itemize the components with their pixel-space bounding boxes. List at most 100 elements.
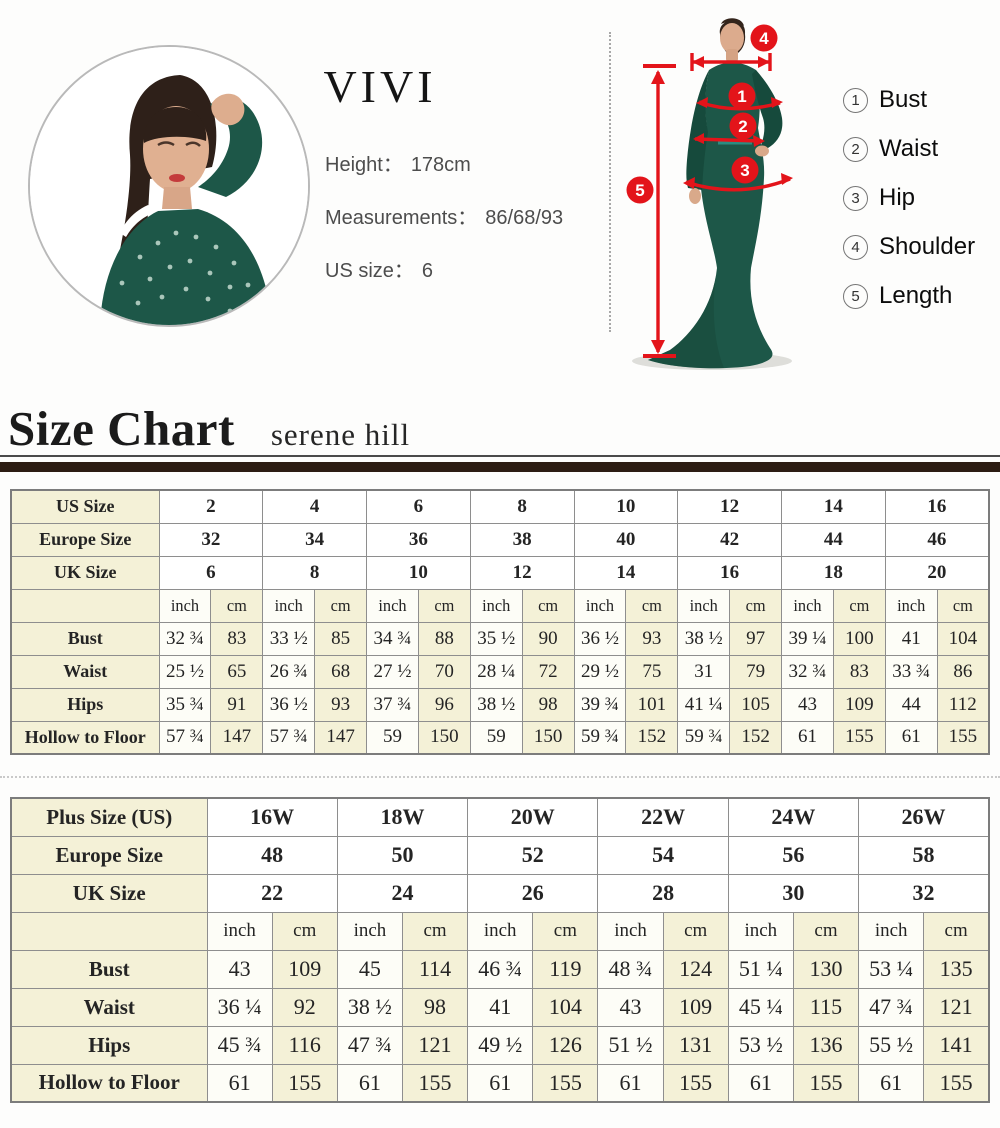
inch-value: 25 ½ <box>158 654 212 689</box>
row-label: Bust <box>10 949 208 989</box>
cm-value: 104 <box>936 621 990 656</box>
unit-cm: cm <box>792 911 860 951</box>
row-label: Hollow to Floor <box>10 1063 208 1103</box>
unit-inch: inch <box>158 588 212 623</box>
size-value: 58 <box>858 835 990 875</box>
badge-shoulder: 4 <box>759 29 769 48</box>
cm-value: 155 <box>923 1063 990 1103</box>
unit-inch: inch <box>336 911 403 951</box>
cm-value: 131 <box>662 1025 729 1065</box>
legend-item-length: 5 Length <box>843 282 975 310</box>
size-value: 10 <box>366 555 471 590</box>
inch-value: 32 ¾ <box>158 621 212 656</box>
size-value: 6 <box>366 489 471 524</box>
legend-number: 5 <box>843 283 868 309</box>
size-value: 24 <box>336 873 469 913</box>
inch-value: 59 ¾ <box>573 720 627 755</box>
model-photo <box>28 45 310 327</box>
model-us-size: US size： 6 <box>325 254 563 283</box>
us-size-label: US size： <box>325 260 414 282</box>
legend-item-hip: 3 Hip <box>843 184 975 212</box>
inch-value: 59 ¾ <box>677 720 731 755</box>
unit-cm: cm <box>417 588 471 623</box>
cm-value: 105 <box>729 687 782 722</box>
cm-value: 88 <box>417 621 471 656</box>
inch-value: 34 ¾ <box>366 621 419 656</box>
cm-value: 121 <box>923 987 990 1027</box>
row-label-empty <box>10 911 208 951</box>
cm-value: 83 <box>832 654 886 689</box>
size-row: Europe Size 48 50 52 54 56 58 <box>10 835 990 875</box>
cm-value: 155 <box>271 1063 338 1103</box>
unit-inch: inch <box>366 588 419 623</box>
unit-cm: cm <box>314 588 367 623</box>
size-value: 40 <box>573 522 679 557</box>
model-portrait-illustration <box>30 47 308 325</box>
row-label: Hips <box>10 1025 208 1065</box>
size-value: 2 <box>158 489 264 524</box>
cm-value: 86 <box>936 654 990 689</box>
dotted-divider <box>609 32 611 332</box>
size-value: 24W <box>727 797 860 837</box>
cm-value: 65 <box>210 654 264 689</box>
unit-cm: cm <box>936 588 990 623</box>
legend-item-bust: 1 Bust <box>843 86 975 114</box>
badge-waist: 2 <box>738 117 747 136</box>
legend-item-waist: 2 Waist <box>843 135 975 163</box>
inch-value: 33 ¾ <box>884 654 938 689</box>
cm-value: 70 <box>417 654 471 689</box>
us-size-value: 6 <box>421 260 434 282</box>
cm-value: 147 <box>210 720 264 755</box>
unit-inch: inch <box>858 911 925 951</box>
dress-diagram-illustration: 1 2 3 4 5 <box>626 18 793 370</box>
unit-cm: cm <box>521 588 575 623</box>
size-value: 4 <box>262 489 367 524</box>
cm-value: 155 <box>792 1063 860 1103</box>
size-value: 36 <box>366 522 471 557</box>
inch-value: 61 <box>781 720 834 755</box>
unit-inch: inch <box>467 911 534 951</box>
legend-label: Hip <box>879 184 916 211</box>
legend-number: 4 <box>843 234 868 260</box>
legend-label: Bust <box>879 86 928 113</box>
unit-inch: inch <box>206 911 273 951</box>
cm-value: 126 <box>532 1025 599 1065</box>
inch-value: 28 ¼ <box>469 654 523 689</box>
heading-rule-thin <box>0 455 1000 457</box>
inch-value: 59 <box>366 720 419 755</box>
unit-cm: cm <box>532 911 599 951</box>
size-value: 32 <box>858 873 990 913</box>
cm-value: 115 <box>792 987 860 1027</box>
measure-row: Hips 45 ¾ 116 47 ¾ 121 49 ½ 126 51 ½ 131 53 ½ 136 5… <box>10 1025 990 1065</box>
size-value: 44 <box>781 522 886 557</box>
inch-value: 61 <box>467 1063 534 1103</box>
cm-value: 150 <box>521 720 575 755</box>
row-label: Plus Size (US) <box>10 797 208 837</box>
cm-value: 75 <box>625 654 679 689</box>
size-value: 20W <box>467 797 599 837</box>
cm-value: 85 <box>314 621 367 656</box>
cm-value: 155 <box>662 1063 729 1103</box>
size-chart-title: Size Chart <box>8 401 235 456</box>
inch-value: 38 ½ <box>336 987 403 1027</box>
unit-inch: inch <box>597 911 664 951</box>
legend-label: Length <box>879 282 953 309</box>
row-label: US Size <box>10 489 160 524</box>
size-value: 34 <box>262 522 367 557</box>
model-measurements: Measurements： 86/68/93 <box>325 201 563 230</box>
brand-name: VIVI <box>323 61 437 112</box>
size-value: 22 <box>206 873 338 913</box>
inch-value: 41 <box>884 621 938 656</box>
size-value: 26W <box>858 797 990 837</box>
cm-value: 155 <box>936 720 990 755</box>
size-value: 46 <box>884 522 990 557</box>
size-chart-subtitle: serene hill <box>270 417 411 452</box>
inch-value: 57 ¾ <box>158 720 212 755</box>
size-value: 18W <box>336 797 469 837</box>
cm-value: 130 <box>792 949 860 989</box>
measurement-diagram: 1 2 3 4 5 <box>600 8 835 376</box>
inch-value: 32 ¾ <box>781 654 834 689</box>
